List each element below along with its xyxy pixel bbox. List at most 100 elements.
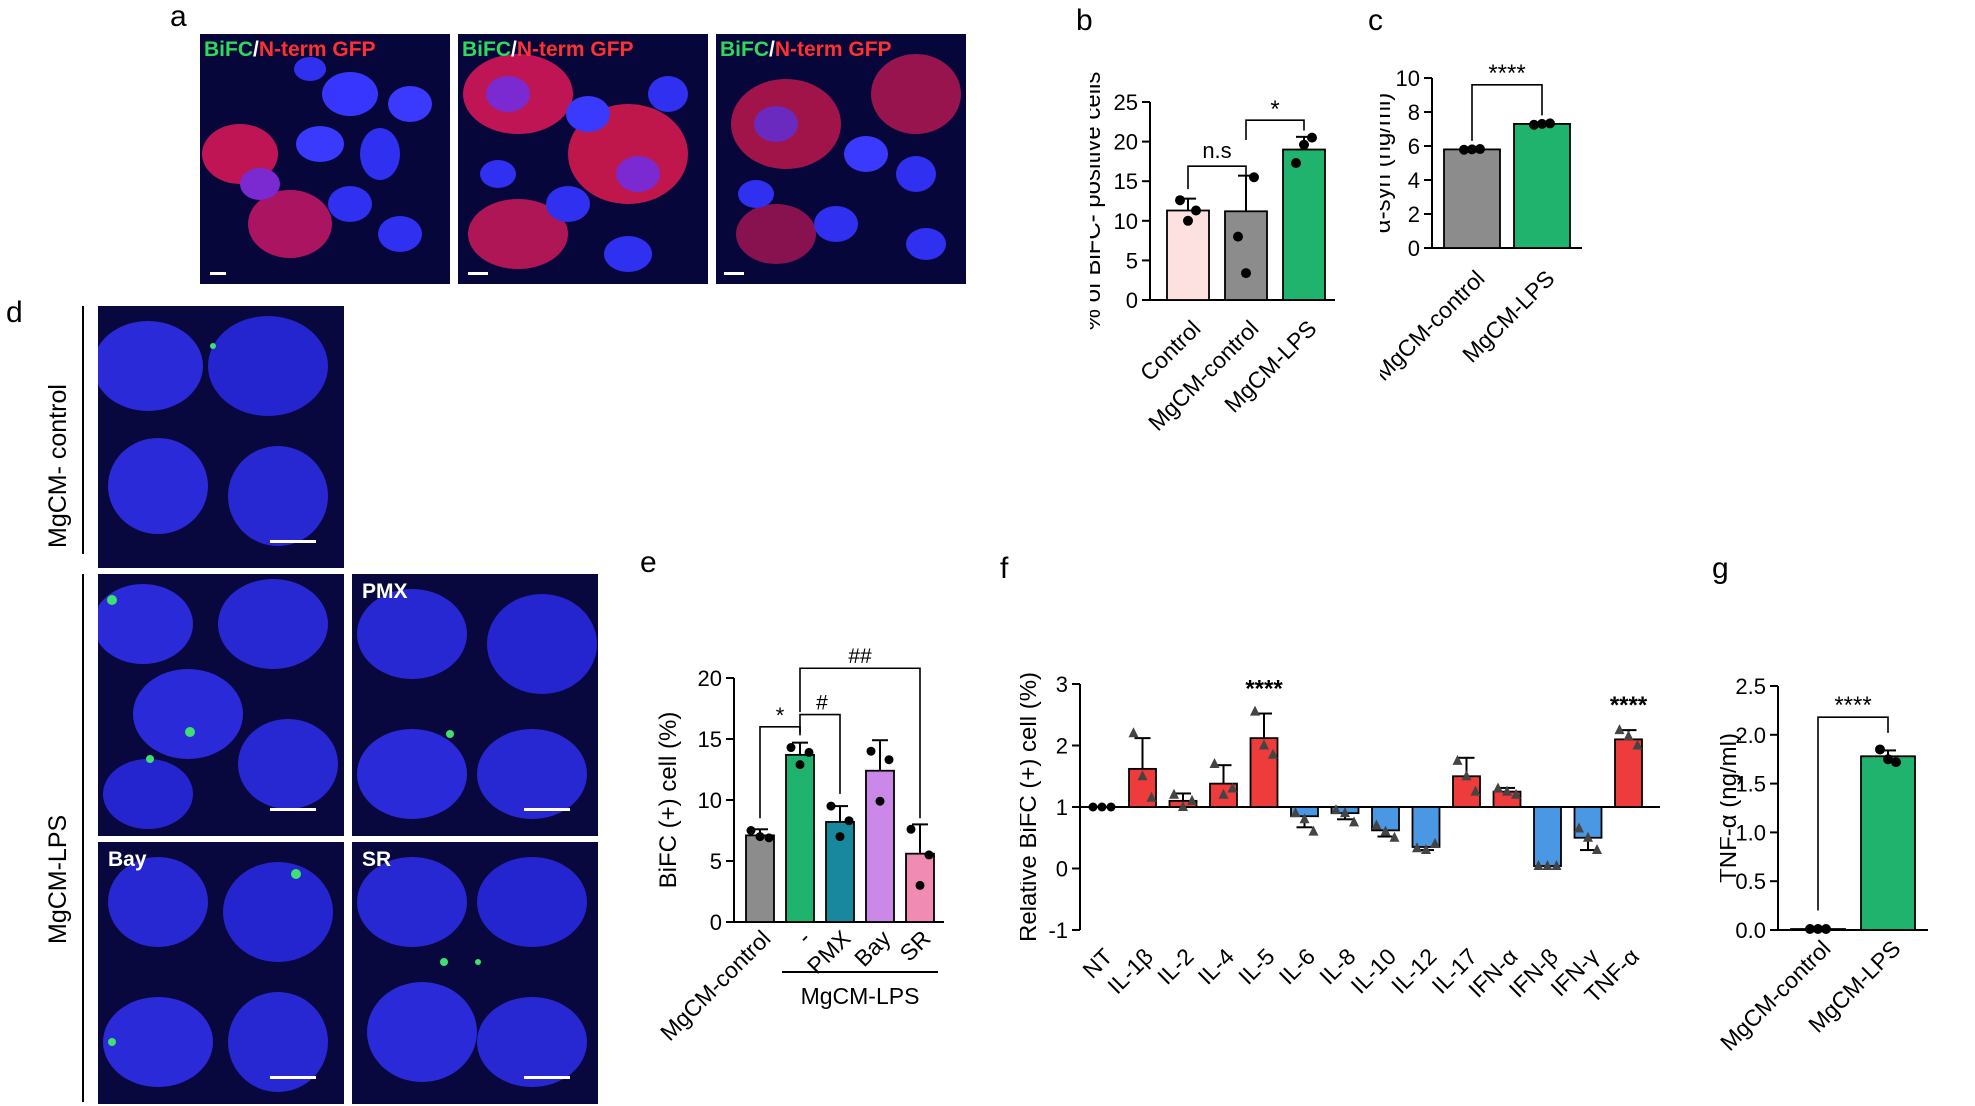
- data-point: [1467, 144, 1477, 155]
- y-tick-label: 0: [1126, 288, 1138, 313]
- y-tick-label: 20: [698, 666, 722, 691]
- data-point: [1545, 118, 1555, 129]
- data-point: [1371, 819, 1382, 830]
- data-point: [906, 824, 916, 834]
- data-point: [1529, 119, 1539, 130]
- x-tick-label: IL-10: [1346, 943, 1401, 998]
- data-point: [1493, 782, 1503, 793]
- bar-MgCM-LPS: [1282, 148, 1326, 301]
- panel-label-g: g: [1712, 552, 1729, 585]
- data-point: [1461, 770, 1472, 781]
- data-point: [1632, 739, 1643, 750]
- data-point: [1187, 794, 1197, 805]
- sig-bracket: [1471, 84, 1543, 141]
- data-point: [1623, 730, 1634, 741]
- data-point: [1583, 831, 1593, 842]
- treatment-label-sr: SR: [362, 848, 392, 871]
- scale-bar: [724, 272, 744, 275]
- y-tick-label: 0: [710, 910, 722, 935]
- data-point: [1875, 744, 1885, 755]
- data-point: [1470, 785, 1481, 796]
- data-point: [1175, 195, 1185, 206]
- y-tick-label: 15: [1114, 169, 1138, 194]
- y-tick-label: 10: [1396, 66, 1420, 91]
- data-point: [1178, 801, 1188, 811]
- data-point: [1592, 844, 1602, 855]
- micrograph-d-pmx: PMX: [352, 574, 598, 836]
- data-point: [1227, 782, 1238, 793]
- y-tick-label: 1: [1056, 795, 1068, 820]
- panel-label-b: b: [1076, 4, 1093, 37]
- bar-MgCM-LPS: [1860, 755, 1916, 931]
- bar-MgCM-LPS: [1513, 123, 1571, 249]
- nuclei: [103, 857, 333, 1092]
- scale-bar: [270, 1076, 316, 1079]
- scale-bar: [270, 808, 316, 811]
- data-point: [795, 760, 805, 770]
- sig-label: #: [816, 692, 828, 715]
- y-tick-label: 0.0: [1735, 918, 1766, 943]
- x-tick-label: SR: [895, 925, 936, 966]
- data-point: [746, 826, 756, 835]
- data-point: [1542, 860, 1553, 871]
- data-point: [1537, 118, 1547, 129]
- data-point: [1169, 788, 1179, 799]
- group-label-lps: MgCM-LPS: [44, 814, 72, 944]
- y-tick-label: 8: [1408, 100, 1420, 125]
- micrograph-d-control: [98, 306, 344, 568]
- data-point: [1813, 924, 1823, 935]
- data-point: [1883, 754, 1893, 765]
- y-axis-title: Relative BiFC (+) cell (%): [1020, 672, 1042, 942]
- y-axis-title: BiFC (+) cell (%): [655, 712, 682, 889]
- data-point: [1574, 822, 1584, 833]
- data-point: [1307, 132, 1317, 143]
- data-point: [764, 833, 774, 843]
- data-point: [1380, 825, 1391, 836]
- x-tick-label: MgCM-control: [655, 925, 776, 1046]
- data-point: [1291, 157, 1301, 168]
- y-tick-label: 0: [1408, 236, 1420, 261]
- data-point: [826, 801, 836, 811]
- bar--: [785, 753, 815, 923]
- y-tick-label: 5: [710, 849, 722, 874]
- chart-e: 0 5 10 15 20 BiFC (+) cell (%) MgCM-control -PM…: [655, 645, 944, 1046]
- chart-g: 0.0 0.5 1.0 1.5 2.0 2.5 TNF-α (ng/ml) MgCM-cont…: [1720, 674, 1928, 1056]
- data-point: [1191, 205, 1201, 216]
- nuclei: [357, 589, 597, 819]
- scale-bar: [210, 272, 226, 275]
- scale-bar: [524, 1076, 570, 1079]
- data-point: [1421, 844, 1431, 855]
- data-point: [924, 850, 934, 860]
- x-tick-label: IL-2: [1152, 943, 1198, 989]
- y-tick-label: 25: [1114, 90, 1138, 115]
- nuclei: [357, 857, 587, 1087]
- bar-IFN-β: [1533, 806, 1562, 867]
- y-tick-label: 2: [1408, 202, 1420, 227]
- data-point: [786, 743, 796, 753]
- overlay-label: BiFC/N-term GFP: [204, 38, 376, 61]
- bar-MgCM-control: [1443, 148, 1501, 249]
- x-tick-label: IL-12: [1386, 943, 1441, 998]
- data-point: [1097, 802, 1107, 812]
- data-point: [1614, 724, 1625, 735]
- y-tick-label: 3: [1056, 672, 1068, 697]
- sig-label: *: [1270, 96, 1279, 123]
- sig-bracket: [799, 713, 841, 794]
- y-tick-label: 1.0: [1735, 820, 1766, 845]
- bar-MgCM-control: [745, 834, 775, 923]
- group-line-control: [82, 306, 84, 554]
- sig-label: ****: [1488, 60, 1525, 87]
- data-point: [1412, 842, 1422, 853]
- data-point: [835, 832, 845, 842]
- y-tick-label: 2.0: [1735, 723, 1766, 748]
- data-point: [1551, 860, 1562, 871]
- panel-label-d: d: [6, 296, 23, 329]
- sig-label: ****: [1610, 692, 1648, 719]
- micrograph-d-bay: Bay: [98, 842, 344, 1104]
- y-tick-label: 10: [1114, 209, 1138, 234]
- data-point: [1308, 825, 1319, 836]
- data-point: [1233, 231, 1243, 242]
- data-point: [844, 816, 854, 826]
- data-point: [1088, 802, 1098, 812]
